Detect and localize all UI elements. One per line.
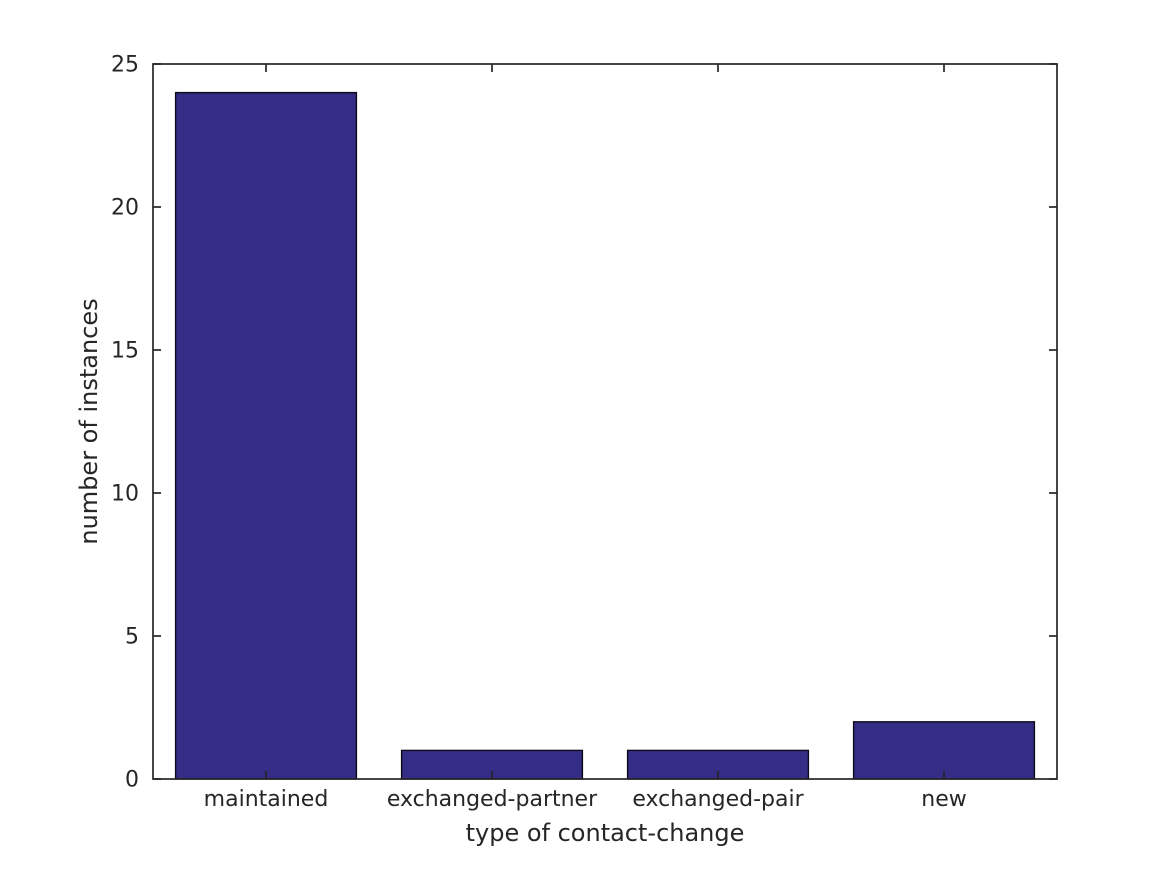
- x-axis-label: type of contact-change: [466, 819, 745, 847]
- x-tick-label: new: [921, 787, 966, 812]
- bars-layer: [174, 91, 1036, 780]
- y-axis-label: number of instances: [75, 298, 103, 544]
- y-tick-label: 15: [111, 339, 139, 364]
- y-tick-label: 10: [111, 482, 139, 507]
- bar-new: [852, 721, 1036, 780]
- y-tick-label: 5: [125, 625, 139, 650]
- tick-labels-layer: 0 5 10 15 20 25 maintained exchanged-partner exc…: [111, 53, 967, 813]
- x-tick-label: exchanged-partner: [387, 787, 598, 812]
- y-tick-label: 0: [125, 768, 139, 793]
- y-tick-label: 20: [111, 196, 139, 221]
- axes-layer: [152, 63, 1058, 780]
- x-tick-label: exchanged-pair: [632, 787, 804, 812]
- y-tick-label: 25: [111, 53, 139, 78]
- x-tick-label: maintained: [204, 787, 329, 812]
- bar-maintained: [174, 91, 358, 780]
- axis-box: [152, 63, 1058, 780]
